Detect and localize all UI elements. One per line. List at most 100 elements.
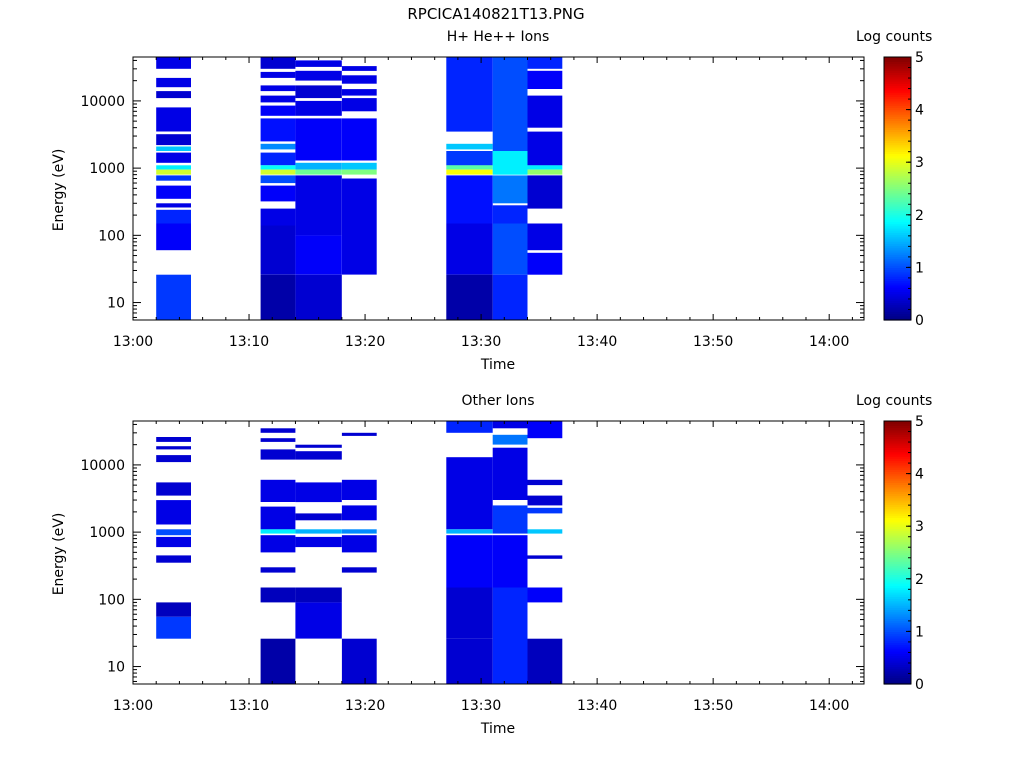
panel-1-cell-1-5 bbox=[260, 118, 296, 142]
panel-2-colorbar-segment bbox=[884, 423, 911, 426]
panel-2-cell-1-8 bbox=[260, 587, 296, 603]
panel-2-colorbar-segment bbox=[884, 502, 911, 505]
panel-1-cell-6-0 bbox=[527, 57, 563, 69]
panel-1-cell-0-14 bbox=[156, 274, 191, 320]
panel-2-colorbar-segment bbox=[884, 587, 911, 591]
panel-2-colorbar-segment bbox=[884, 644, 911, 648]
panel-2-colorbar-segment bbox=[884, 467, 911, 470]
panel-1-cell-2-5 bbox=[295, 162, 342, 170]
panel-2-cell-5-5 bbox=[492, 587, 528, 684]
panel-2-cell-2-2 bbox=[295, 482, 342, 503]
panel-1-cell-1-13 bbox=[260, 225, 296, 275]
panel-1-colorbar-segment bbox=[884, 311, 911, 315]
panel-1-colorbar-tick-label-5: 5 bbox=[915, 50, 924, 66]
panel-1-cell-5-3 bbox=[492, 205, 528, 224]
panel-1-colorbar-segment bbox=[884, 146, 911, 150]
panel-2-title: Other Ions bbox=[461, 393, 535, 409]
panel-2-cell-0-1 bbox=[156, 446, 191, 450]
panel-1-colorbar-segment bbox=[884, 140, 911, 144]
panel-1-colorbar-segment bbox=[884, 98, 911, 102]
panel-2-colorbar-segment bbox=[884, 530, 911, 534]
panel-1-colorbar-segment bbox=[884, 256, 911, 260]
panel-2-x-tick-label-4: 13:40 bbox=[577, 698, 617, 714]
panel-1-cell-2-7 bbox=[295, 175, 342, 236]
panel-1-cell-0-1 bbox=[156, 77, 191, 88]
panel-1-colorbar-segment bbox=[884, 238, 911, 242]
panel-2-colorbar-segment bbox=[884, 618, 911, 622]
panel-1-colorbar-segment bbox=[884, 166, 911, 170]
panel-2-colorbar-segment bbox=[884, 451, 911, 455]
panel-2-colorbar-segment bbox=[884, 473, 911, 477]
panel-2-cell-2-7 bbox=[295, 602, 342, 639]
panel-2-colorbar-segment bbox=[884, 491, 911, 494]
panel-1-colorbar-segment bbox=[884, 96, 911, 100]
panel-2-colorbar-segment bbox=[884, 578, 911, 582]
panel-2-colorbar-segment bbox=[884, 543, 911, 547]
panel-1-colorbar-segment bbox=[884, 190, 911, 194]
panel-2-colorbar-segment bbox=[884, 504, 911, 508]
panel-1-cell-6-5 bbox=[527, 169, 563, 175]
panel-1-colorbar-segment bbox=[884, 241, 911, 244]
panel-1-colorbar-segment bbox=[884, 216, 911, 220]
panel-2-colorbar-segment bbox=[884, 440, 911, 444]
panel-1-colorbar-segment bbox=[884, 227, 911, 231]
panel-1-colorbar-segment bbox=[884, 309, 911, 312]
panel-2-cell-4-4 bbox=[446, 587, 493, 639]
panel-2-colorbar-segment bbox=[884, 673, 911, 676]
panel-1-cell-5-1 bbox=[492, 151, 528, 175]
panel-1-colorbar-segment bbox=[884, 271, 911, 275]
panel-1-x-tick-label-5: 13:50 bbox=[693, 334, 733, 350]
panel-2-colorbar-segment bbox=[884, 620, 911, 624]
panel-1-cell-0-12 bbox=[156, 209, 191, 224]
panel-2-colorbar-segment bbox=[884, 559, 911, 562]
panel-2-colorbar-segment bbox=[884, 425, 911, 429]
panel-2-cell-6-4 bbox=[527, 529, 563, 534]
panel-2-y-tick-label-3: 10000 bbox=[80, 458, 125, 474]
panel-2-x-tick-label-5: 13:50 bbox=[693, 698, 733, 714]
panel-1-colorbar-segment bbox=[884, 201, 911, 205]
panel-2-colorbar-segment bbox=[884, 565, 911, 569]
panel-1-colorbar-segment bbox=[884, 192, 911, 196]
panel-1-colorbar-segment bbox=[884, 94, 911, 98]
panel-1-colorbar-segment bbox=[884, 70, 911, 73]
panel-2-x-tick-label-6: 14:00 bbox=[809, 698, 849, 714]
panel-1-colorbar-segment bbox=[884, 124, 911, 128]
panel-2-cell-6-3 bbox=[527, 507, 563, 514]
panel-2-cell-3-3 bbox=[341, 529, 377, 534]
panel-1-x-tick-label-4: 13:40 bbox=[577, 334, 617, 350]
panel-2-colorbar-segment bbox=[884, 637, 911, 641]
panel-1-cell-1-3 bbox=[260, 95, 296, 103]
panel-2-colorbar-segment bbox=[884, 631, 911, 635]
panel-1-colorbar-tick-label-1: 1 bbox=[915, 260, 924, 276]
panel-1-colorbar-tick-label-2: 2 bbox=[915, 208, 924, 224]
panel-1-colorbar-segment bbox=[884, 263, 911, 266]
panel-1-cell-4-1 bbox=[446, 143, 493, 150]
panel-1-colorbar-segment bbox=[884, 133, 911, 137]
panel-1-colorbar-segment bbox=[884, 155, 911, 159]
panel-1-cell-1-6 bbox=[260, 143, 296, 150]
panel-2-colorbar-segment bbox=[884, 574, 911, 578]
panel-1-cell-4-3 bbox=[446, 165, 493, 170]
panel-2-colorbar-segment bbox=[884, 499, 911, 503]
panel-1-colorbar-title: Log counts bbox=[856, 29, 933, 45]
panel-2-colorbar-tick-label-0: 0 bbox=[915, 677, 924, 693]
panel-2-colorbar-segment bbox=[884, 480, 911, 483]
panel-2-colorbar-segment bbox=[884, 662, 911, 665]
panel-2-cell-5-4 bbox=[492, 535, 528, 588]
panel-1-colorbar-segment bbox=[884, 168, 911, 172]
panel-1-cell-1-7 bbox=[260, 152, 296, 166]
panel-1-cell-3-5 bbox=[341, 162, 377, 170]
panel-1-cell-2-0 bbox=[295, 60, 342, 67]
panel-1-cell-1-10 bbox=[260, 175, 296, 184]
panel-2-colorbar-segment bbox=[884, 545, 911, 549]
panel-2-colorbar-segment bbox=[884, 613, 911, 617]
panel-2-colorbar-segment bbox=[884, 552, 911, 556]
panel-2-cell-1-2 bbox=[260, 449, 296, 460]
panel-2-y-tick-label-0: 10 bbox=[107, 660, 125, 676]
panel-1-colorbar-segment bbox=[884, 92, 911, 95]
panel-1-cell-2-9 bbox=[295, 274, 342, 320]
panel-1-colorbar-segment bbox=[884, 315, 911, 319]
panel-1-colorbar-segment bbox=[884, 304, 911, 308]
panel-2-cell-0-5 bbox=[156, 529, 191, 536]
panel-2-colorbar-segment bbox=[884, 655, 911, 659]
